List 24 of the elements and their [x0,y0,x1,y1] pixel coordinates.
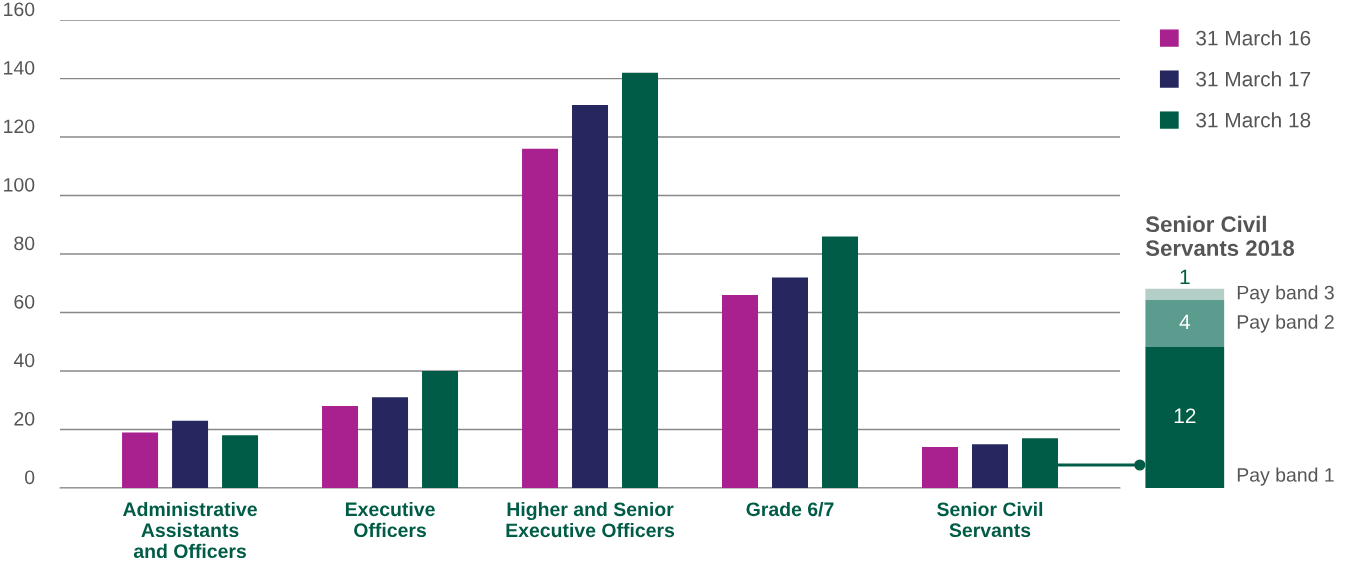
y-tick-label: 20 [14,411,35,426]
series-label: Pay band 3 [1237,285,1334,304]
y-tick-label: 80 [14,236,35,251]
y-tick-label: 120 [4,119,35,134]
y-tick-label: 60 [14,294,35,309]
legend-label: 31 March 16 [1196,30,1311,46]
series-label: Pay band 1 [1237,467,1334,486]
chart-title: Senior Civil Servants 2018 [1145,215,1295,257]
series-label: Pay band 2 [1237,314,1334,333]
data-label: 1 [1180,269,1190,285]
legend-label: 31 March 17 [1196,71,1311,87]
legend-label: 31 March 18 [1196,112,1311,128]
x-tick-label: Grade 6/7 [746,501,834,517]
x-tick-label: Senior Civil Servants [937,501,1043,538]
x-tick-label: Executive Officers [345,501,435,538]
data-label: 12 [1174,408,1196,423]
y-tick-label: 0 [25,470,35,485]
y-tick-label: 140 [4,60,35,75]
x-tick-label: Higher and Senior Executive Officers [506,501,675,538]
x-tick-label: Administrative Assistants and Officers [123,501,257,559]
y-tick-label: 40 [13,353,35,368]
y-tick-label: 160 [4,2,35,17]
y-tick-label: 100 [4,177,35,192]
data-label: 4 [1179,314,1190,329]
